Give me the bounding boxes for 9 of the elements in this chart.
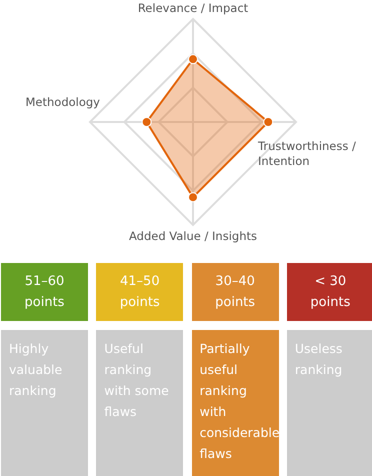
category-label: 30–40 points	[192, 263, 279, 321]
category-label: 41–50 points	[96, 263, 184, 321]
category-label: 51–60 points	[1, 263, 88, 321]
spoke-label: Trustworthiness / Intention	[257, 139, 356, 168]
category-label: < 30 points	[286, 263, 372, 321]
spoke-label: Methodology	[25, 95, 100, 109]
spoke-label: Added Value / Insights	[128, 229, 258, 243]
spoke-label: Relevance / Impact	[138, 1, 249, 15]
category-label: Partially useful ranking with considerable flaws	[192, 330, 280, 476]
